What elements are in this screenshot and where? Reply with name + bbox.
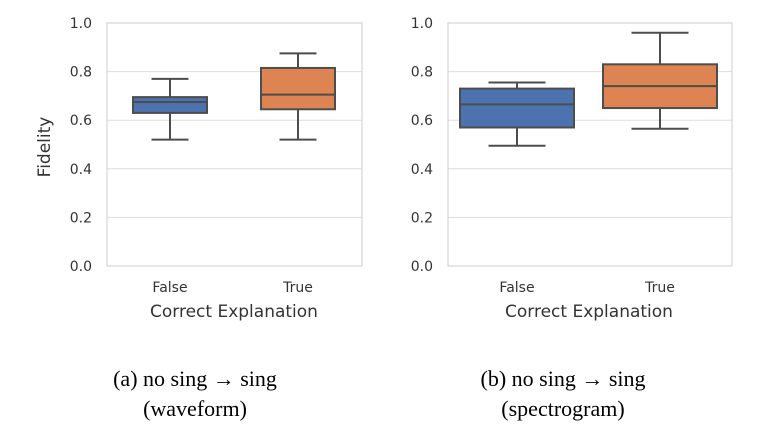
y-tick-label: 0.6 [411,113,433,129]
y-tick-label: 0.4 [70,162,92,178]
box-false [459,87,575,129]
x-tick-labels: False True [152,280,312,296]
y-tick-label: 0.2 [411,210,433,226]
y-tick-label: 0.6 [70,113,92,129]
box-false [132,96,208,114]
caption-line-1: (a) no sing → sing [113,366,277,391]
x-axis-label: Correct Explanation [150,302,318,322]
x-tick-labels: False True [499,280,674,296]
y-tick-label: 0.8 [411,65,433,81]
x-tick-label: True [282,280,313,296]
x-tick-label: False [152,280,187,296]
grid-lines [107,22,362,267]
y-tick-label: 0.0 [411,259,433,275]
grid-lines [448,22,732,267]
y-tick-labels: 0.0 0.2 0.4 0.6 0.8 1.0 [411,16,433,275]
x-tick-label: True [644,280,675,296]
y-tick-labels: 0.0 0.2 0.4 0.6 0.8 1.0 [70,16,92,275]
x-axis-label: Correct Explanation [505,302,673,322]
y-tick-label: 0.2 [70,210,92,226]
plot-frame [447,22,733,267]
panel-spectrogram: 0.0 0.2 0.4 0.6 0.8 1.0 False True Correct Exp… [411,16,733,421]
y-tick-label: 1.0 [70,16,92,32]
y-tick-label: 1.0 [411,16,433,32]
y-tick-label: 0.8 [70,65,92,81]
caption-line-2: (waveform) [143,396,247,421]
caption-line-1: (b) no sing → sing [481,366,646,391]
caption-line-2: (spectrogram) [501,396,624,421]
box-group [459,31,718,147]
y-tick-label: 0.4 [411,162,433,178]
panel-waveform: 0.0 0.2 0.4 0.6 0.8 1.0 False True Fidelity Co… [35,16,363,421]
box-true [260,66,336,111]
box-group [132,52,336,141]
y-tick-label: 0.0 [70,259,92,275]
y-axis-label: Fidelity [35,117,55,178]
plot-frame [106,22,363,267]
x-tick-label: False [499,280,534,296]
